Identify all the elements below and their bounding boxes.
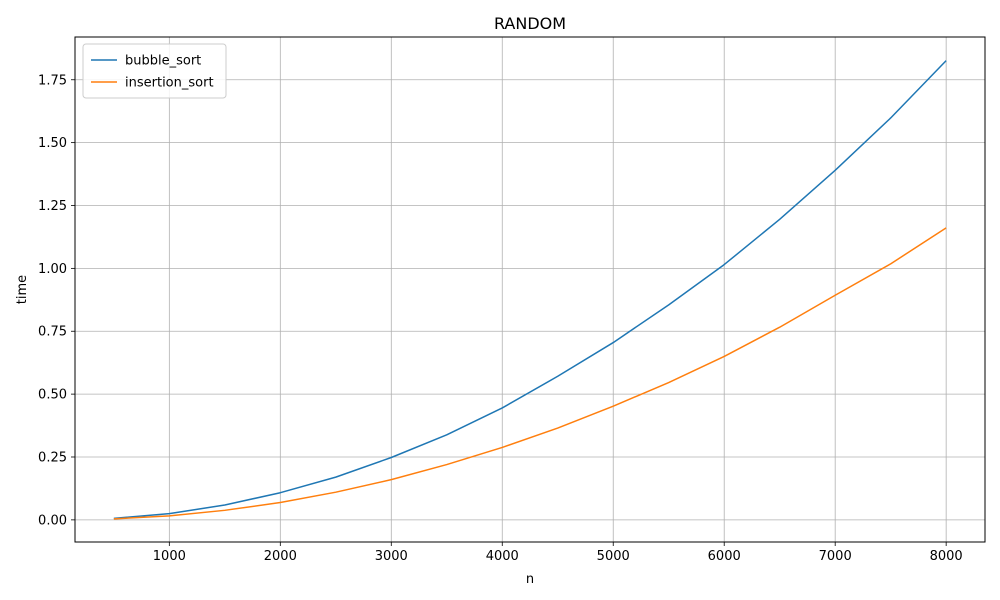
x-tick-label: 1000 bbox=[153, 549, 186, 564]
x-tick-label: 5000 bbox=[597, 549, 630, 564]
x-tick-label: 2000 bbox=[264, 549, 297, 564]
y-tick-label: 1.75 bbox=[38, 73, 67, 88]
y-tick-label: 0.00 bbox=[38, 513, 67, 528]
legend-box bbox=[82, 43, 227, 99]
y-axis-label: time bbox=[15, 275, 30, 304]
x-tick-label: 7000 bbox=[819, 549, 852, 564]
plot-frame bbox=[74, 36, 986, 543]
y-tick-label: 1.25 bbox=[38, 199, 67, 214]
y-tick-label: 0.50 bbox=[38, 388, 67, 403]
y-tick-label: 1.00 bbox=[38, 262, 67, 277]
series-lines bbox=[113, 60, 947, 520]
grid-lines bbox=[75, 37, 985, 542]
chart-title: RANDOM bbox=[494, 14, 566, 33]
x-tick-label: 3000 bbox=[375, 549, 408, 564]
legend-label: insertion_sort bbox=[125, 76, 214, 91]
x-axis-label: n bbox=[526, 572, 534, 587]
y-tick-label: 1.50 bbox=[38, 136, 67, 151]
series-line-insertion_sort bbox=[113, 227, 947, 520]
axis-ticks: 1000 2000 3000 4000 5000 6000 7000 8000 0.00 0.25… bbox=[38, 73, 963, 564]
series-line-bubble_sort bbox=[113, 60, 947, 520]
x-tick-label: 4000 bbox=[486, 549, 519, 564]
legend-label: bubble_sort bbox=[125, 54, 201, 69]
x-tick-label: 8000 bbox=[930, 549, 963, 564]
y-tick-label: 0.25 bbox=[38, 450, 67, 465]
legend: bubble_sort insertion_sort bbox=[82, 43, 227, 99]
y-tick-label: 0.75 bbox=[38, 325, 67, 340]
x-tick-label: 6000 bbox=[708, 549, 741, 564]
